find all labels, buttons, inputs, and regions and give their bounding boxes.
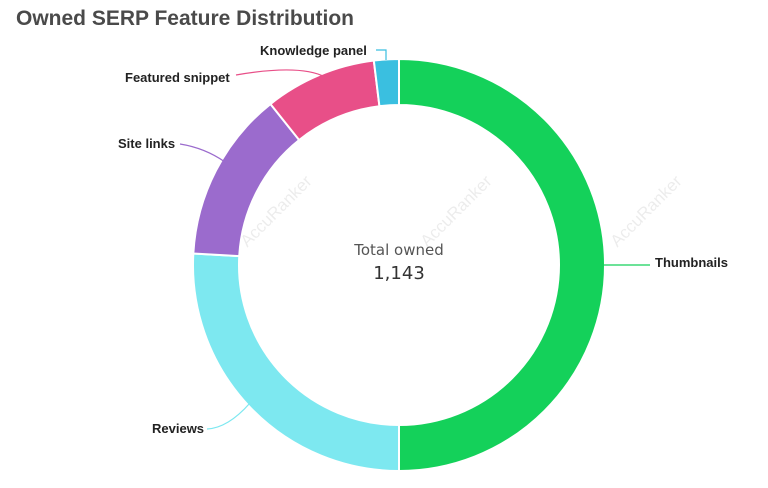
slice-knowledge-panel[interactable] — [372, 57, 400, 108]
leader-line-site-links — [179, 143, 226, 163]
slice-label-thumbnails: Thumbnails — [655, 255, 728, 270]
leader-line-knowledge-panel — [376, 49, 387, 60]
watermarks: AccuRanker AccuRanker AccuRanker — [237, 171, 686, 250]
leader-lines — [179, 49, 650, 430]
slice-thumbnails[interactable] — [398, 57, 606, 473]
donut-slices — [192, 57, 606, 473]
slice-labels: Thumbnails Reviews Site links Featured snip… — [118, 43, 728, 436]
watermark-3: AccuRanker — [607, 171, 686, 250]
chart-title: Owned SERP Feature Distribution — [16, 7, 354, 30]
slice-reviews[interactable] — [192, 252, 400, 473]
watermark-2: AccuRanker — [417, 171, 496, 250]
slice-label-site-links: Site links — [118, 136, 175, 151]
slice-label-knowledge-panel: Knowledge panel — [260, 43, 367, 58]
center-value: 1,143 — [373, 263, 425, 284]
slice-label-reviews: Reviews — [152, 421, 204, 436]
leader-line-reviews — [206, 402, 251, 430]
slice-label-featured-snippet: Featured snippet — [125, 70, 230, 85]
center-label: Total owned — [353, 241, 444, 259]
leader-line-featured-snippet — [235, 69, 326, 78]
